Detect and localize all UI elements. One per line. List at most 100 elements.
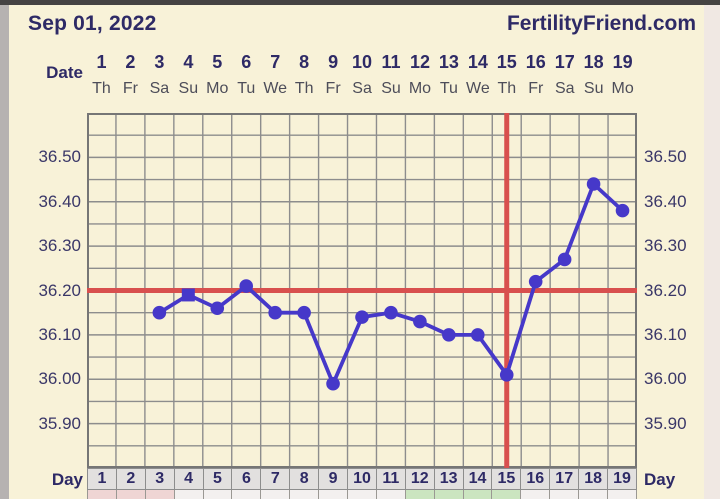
phase-cell-fertile <box>463 490 493 499</box>
day-numbers-row: 1 2 3 4 5 6 7 8 9 10 11 12 13 14 15 16 17 18 19 <box>87 468 637 490</box>
weekday-abbrev: Su <box>381 80 401 97</box>
date-number: 13 <box>438 52 459 72</box>
date-number: 5 <box>212 52 223 72</box>
phase-cell <box>608 490 637 499</box>
temp-tick-label: 35.90 <box>644 413 687 433</box>
weekday-abbrev: Fr <box>122 80 138 97</box>
window-right-edge <box>704 5 720 499</box>
cycle-day-cell[interactable]: 12 <box>405 468 435 490</box>
temp-tick-label: 36.10 <box>644 324 687 344</box>
temp-point-day-10[interactable] <box>355 310 369 324</box>
temp-point-day-9[interactable] <box>326 376 340 391</box>
phase-cell <box>579 490 609 499</box>
cycle-day-cell[interactable]: 4 <box>174 468 204 490</box>
cycle-day-cell[interactable]: 18 <box>579 468 609 490</box>
bbt-chart-plot[interactable] <box>87 113 637 468</box>
date-number: 14 <box>467 52 488 72</box>
weekday-abbrev: Fr <box>325 80 341 97</box>
phase-cell <box>348 490 377 499</box>
phase-cell-fertile <box>492 490 522 499</box>
date-number: 1 <box>96 52 107 72</box>
temp-tick-label: 35.90 <box>38 413 81 433</box>
temp-point-day-13[interactable] <box>442 328 456 342</box>
weekday-abbrev: Su <box>583 80 604 97</box>
temp-point-day-5[interactable] <box>210 301 225 316</box>
cycle-day-cell[interactable]: 2 <box>116 468 146 490</box>
cycle-day-cell[interactable]: 11 <box>376 468 406 490</box>
window-top-edge <box>0 0 720 5</box>
temp-point-day-19[interactable] <box>615 203 630 218</box>
phase-cell <box>521 490 551 499</box>
cycle-day-cell[interactable]: 19 <box>608 468 637 490</box>
temp-point-day-17[interactable] <box>557 252 572 267</box>
phase-cell <box>290 490 320 499</box>
temp-point-day-14[interactable] <box>470 328 485 342</box>
cycle-day-cell[interactable]: 9 <box>319 468 349 490</box>
weekday-abbrev: Fr <box>528 80 544 97</box>
temp-point-day-18[interactable] <box>586 177 601 191</box>
phase-cell-menses <box>116 490 146 499</box>
temp-point-day-8[interactable] <box>297 305 311 320</box>
cycle-day-cell[interactable]: 14 <box>463 468 493 490</box>
temp-point-day-12[interactable] <box>413 314 427 329</box>
cycle-day-cell[interactable]: 7 <box>261 468 291 490</box>
temp-tick-label: 36.50 <box>38 147 81 167</box>
cycle-day-cell[interactable]: 1 <box>87 468 117 490</box>
cycle-day-cell[interactable]: 5 <box>203 468 233 490</box>
weekday-abbrev: Sa <box>149 80 170 97</box>
date-number: 15 <box>496 52 517 72</box>
brand-link[interactable]: FertilityFriend.com <box>506 12 696 35</box>
cycle-phase-strip <box>87 490 637 499</box>
weekday-abbrev: Tu <box>439 80 458 97</box>
phase-cell <box>376 490 406 499</box>
cycle-day-cell[interactable]: 17 <box>550 468 580 490</box>
temp-tick-label: 36.50 <box>644 147 687 167</box>
temp-tick-label: 36.30 <box>38 236 81 256</box>
phase-cell <box>550 490 580 499</box>
weekday-abbrev: Sa <box>352 80 372 97</box>
temp-point-day-3[interactable] <box>152 305 167 320</box>
date-number: 19 <box>612 52 633 72</box>
date-number: 16 <box>525 52 546 72</box>
phase-cell <box>232 490 262 499</box>
temp-tick-label: 36.20 <box>644 280 687 300</box>
chart-start-date: Sep 01, 2022 <box>28 12 157 35</box>
temp-tick-label: 36.00 <box>38 369 81 389</box>
date-number: 17 <box>554 52 575 72</box>
phase-cell-fertile <box>405 490 435 499</box>
temp-point-day-6[interactable] <box>239 279 254 293</box>
cycle-day-cell[interactable]: 16 <box>521 468 551 490</box>
cycle-day-cell[interactable]: 15 <box>492 468 522 490</box>
phase-cell <box>261 490 291 499</box>
date-number: 3 <box>154 52 165 72</box>
cycle-day-cell[interactable]: 10 <box>348 468 377 490</box>
date-number: 12 <box>409 52 430 72</box>
phase-cell <box>203 490 233 499</box>
cycle-day-cell[interactable]: 13 <box>434 468 464 490</box>
weekday-abbrev: Sa <box>554 80 575 97</box>
weekday-abbrev: We <box>466 80 490 97</box>
temp-tick-label: 36.40 <box>644 191 687 211</box>
phase-cell-menses <box>87 490 117 499</box>
temp-point-day-15[interactable] <box>499 368 514 382</box>
temp-point-day-4[interactable] <box>181 288 195 302</box>
phase-cell <box>174 490 204 499</box>
weekday-abbrev: Su <box>178 80 199 97</box>
temp-point-day-16[interactable] <box>528 274 543 289</box>
phase-cell-fertile <box>434 490 464 499</box>
temp-point-day-7[interactable] <box>268 305 282 320</box>
weekday-abbrev: Mo <box>206 80 229 97</box>
temp-tick-label: 36.40 <box>38 191 81 211</box>
bbt-line <box>157 182 625 386</box>
temp-point-day-11[interactable] <box>384 305 398 320</box>
cycle-day-cell[interactable]: 6 <box>232 468 262 490</box>
weekday-abbrev: Th <box>294 80 314 97</box>
phase-cell <box>319 490 349 499</box>
date-number: 8 <box>299 52 310 72</box>
date-number: 10 <box>352 52 373 72</box>
cycle-day-cell[interactable]: 8 <box>290 468 320 490</box>
day-axis-label-left: Day <box>51 470 83 489</box>
phase-cell-menses <box>145 490 175 499</box>
cycle-day-cell[interactable]: 3 <box>145 468 175 490</box>
